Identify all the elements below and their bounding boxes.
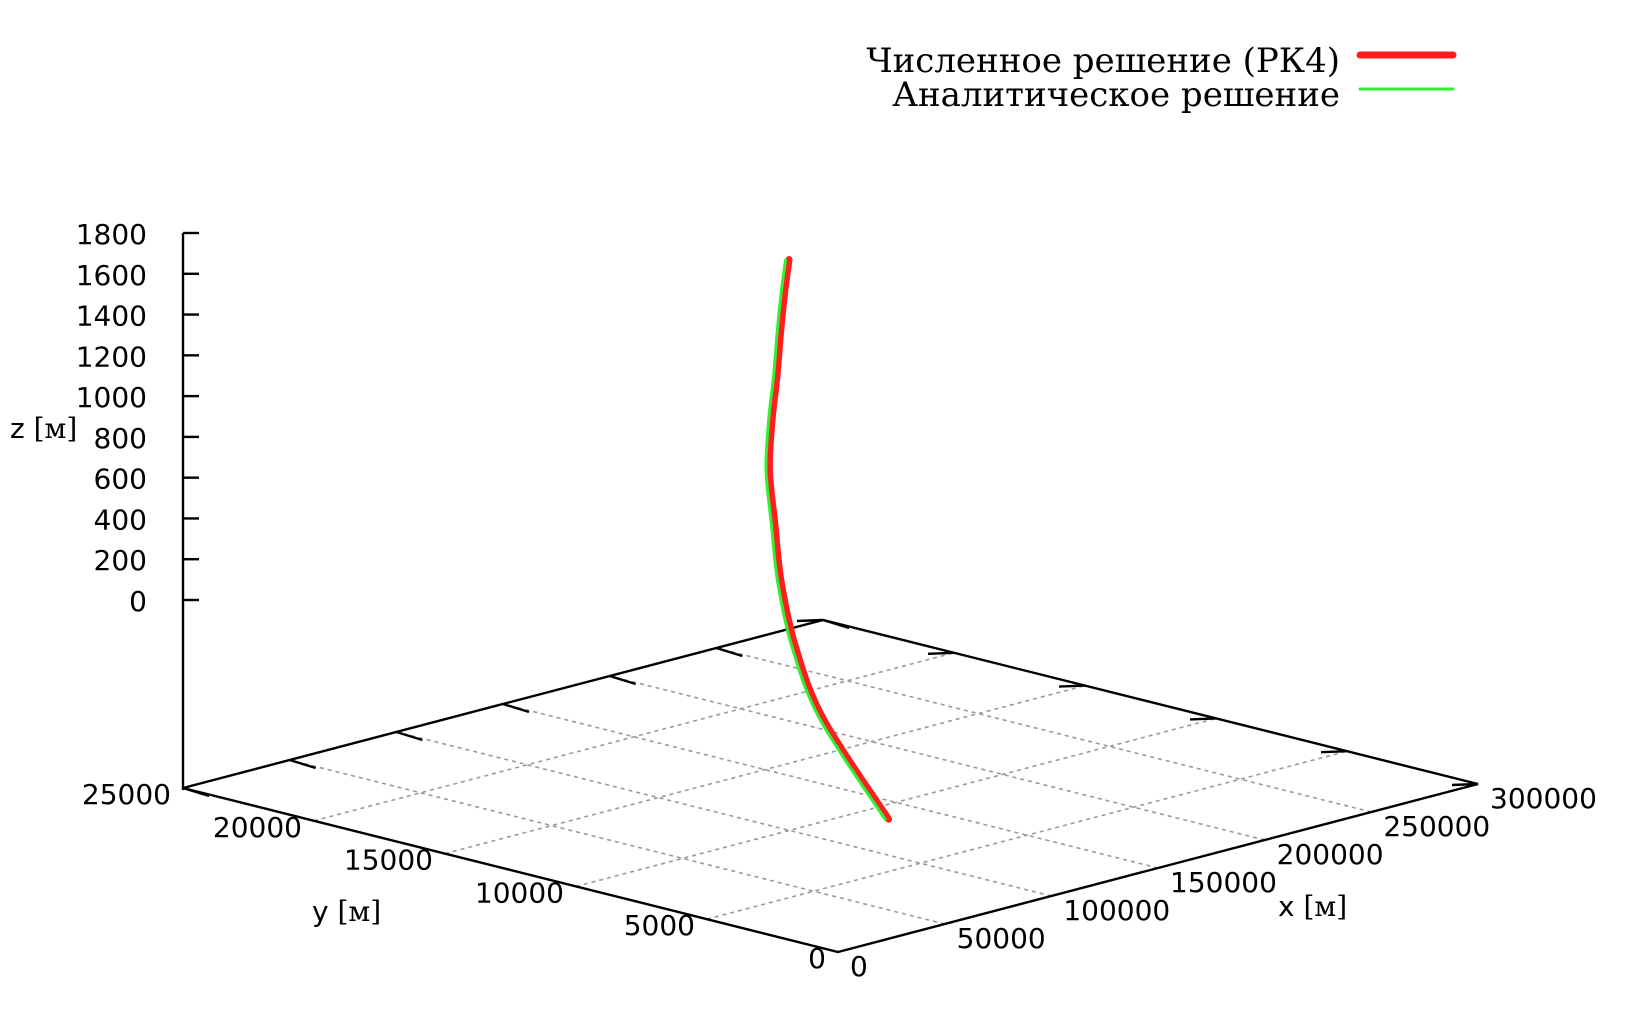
grid-line-y — [575, 717, 1217, 888]
x-axis-label: x [м] — [1278, 890, 1347, 923]
z-tick-label: 800 — [94, 422, 147, 455]
y-tick-label: 20000 — [213, 811, 302, 844]
z-tick-label: 1600 — [76, 259, 147, 292]
x-tick-mark-far — [822, 618, 850, 630]
z-tick-label: 1400 — [76, 300, 147, 333]
grid-line-y — [706, 750, 1348, 920]
y-tick-mark-far — [1189, 717, 1217, 721]
series-line-1 — [764, 258, 887, 821]
y-tick-label: 15000 — [344, 844, 433, 877]
y-axis-label: y [м] — [312, 895, 381, 928]
z-tick-label: 1800 — [76, 218, 147, 251]
y-tick-mark-far — [927, 651, 955, 655]
z-axis-label: z [м] — [10, 412, 77, 445]
x-tick-label: 200000 — [1277, 838, 1384, 871]
grid-line-x — [502, 703, 1159, 869]
base-plane-border — [182, 618, 1479, 954]
legend-label-0: Численное решение (РК4) — [866, 41, 1340, 81]
grid-line-x — [716, 647, 1372, 813]
x-tick-label: 250000 — [1383, 810, 1490, 843]
grid-line-x — [396, 731, 1052, 897]
series-line-0 — [765, 256, 893, 823]
y-tick-label: 0 — [808, 942, 826, 975]
x-tick-mark-far — [395, 730, 423, 742]
y-tick-label: 5000 — [624, 909, 695, 942]
x-tick-label: 100000 — [1063, 894, 1170, 927]
x-tick-label: 150000 — [1170, 866, 1277, 899]
z-tick-label: 1000 — [76, 381, 147, 414]
z-tick-label: 600 — [94, 463, 147, 496]
grid-line-x — [289, 759, 945, 925]
x-tick-label: 300000 — [1490, 782, 1597, 815]
legend: Численное решение (РК4)Аналитическое реш… — [866, 41, 1457, 115]
z-tick-label: 1200 — [76, 340, 147, 373]
grid-line-x — [609, 675, 1265, 841]
axes: 0500001000001500002000002500003000000500… — [10, 218, 1597, 983]
y-tick-label: 10000 — [475, 876, 564, 909]
y-tick-mark-far — [1058, 684, 1086, 688]
grid-line-y — [313, 652, 955, 822]
legend-label-1: Аналитическое решение — [892, 75, 1340, 115]
grid-line-y — [444, 684, 1086, 855]
y-tick-label: 25000 — [82, 778, 171, 811]
x-tick-mark-far — [609, 674, 637, 686]
x-tick-label: 0 — [850, 950, 868, 983]
y-tick-mark-far — [1320, 750, 1348, 754]
y-tick-mark-far — [796, 618, 824, 623]
x-tick-mark-far — [502, 702, 530, 714]
z-tick-label: 400 — [94, 503, 147, 536]
y-tick-mark-far — [1451, 782, 1479, 787]
series-lines — [764, 256, 893, 823]
x-tick-mark-far — [182, 786, 210, 798]
x-tick-label: 50000 — [957, 922, 1046, 955]
x-tick-mark-far — [289, 758, 317, 770]
z-tick-label: 200 — [94, 544, 147, 577]
z-tick-label: 0 — [129, 585, 147, 618]
x-tick-mark-far — [715, 646, 743, 658]
